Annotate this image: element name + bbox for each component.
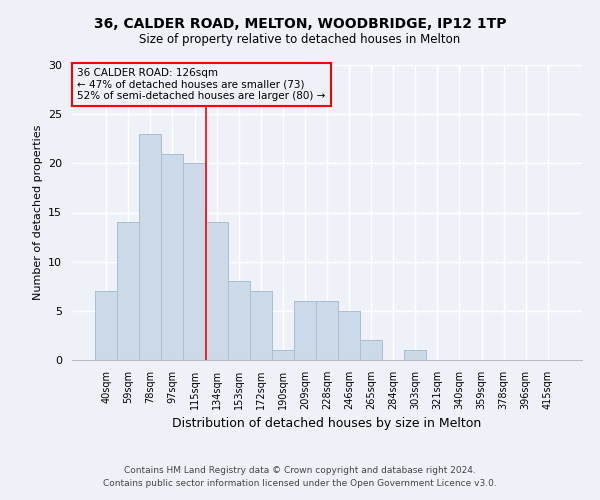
Bar bbox=[161, 154, 184, 360]
Bar bbox=[206, 222, 227, 360]
Bar bbox=[360, 340, 382, 360]
Bar bbox=[316, 301, 338, 360]
Text: Contains HM Land Registry data © Crown copyright and database right 2024.
Contai: Contains HM Land Registry data © Crown c… bbox=[103, 466, 497, 487]
Y-axis label: Number of detached properties: Number of detached properties bbox=[32, 125, 43, 300]
Bar bbox=[227, 282, 250, 360]
Bar bbox=[294, 301, 316, 360]
Bar bbox=[250, 291, 272, 360]
Bar bbox=[95, 291, 117, 360]
Text: 36, CALDER ROAD, MELTON, WOODBRIDGE, IP12 1TP: 36, CALDER ROAD, MELTON, WOODBRIDGE, IP1… bbox=[94, 18, 506, 32]
Bar bbox=[338, 311, 360, 360]
X-axis label: Distribution of detached houses by size in Melton: Distribution of detached houses by size … bbox=[172, 418, 482, 430]
Bar bbox=[272, 350, 294, 360]
Text: 36 CALDER ROAD: 126sqm
← 47% of detached houses are smaller (73)
52% of semi-det: 36 CALDER ROAD: 126sqm ← 47% of detached… bbox=[77, 68, 325, 101]
Bar bbox=[404, 350, 427, 360]
Bar bbox=[117, 222, 139, 360]
Text: Size of property relative to detached houses in Melton: Size of property relative to detached ho… bbox=[139, 32, 461, 46]
Bar bbox=[139, 134, 161, 360]
Bar bbox=[184, 164, 206, 360]
